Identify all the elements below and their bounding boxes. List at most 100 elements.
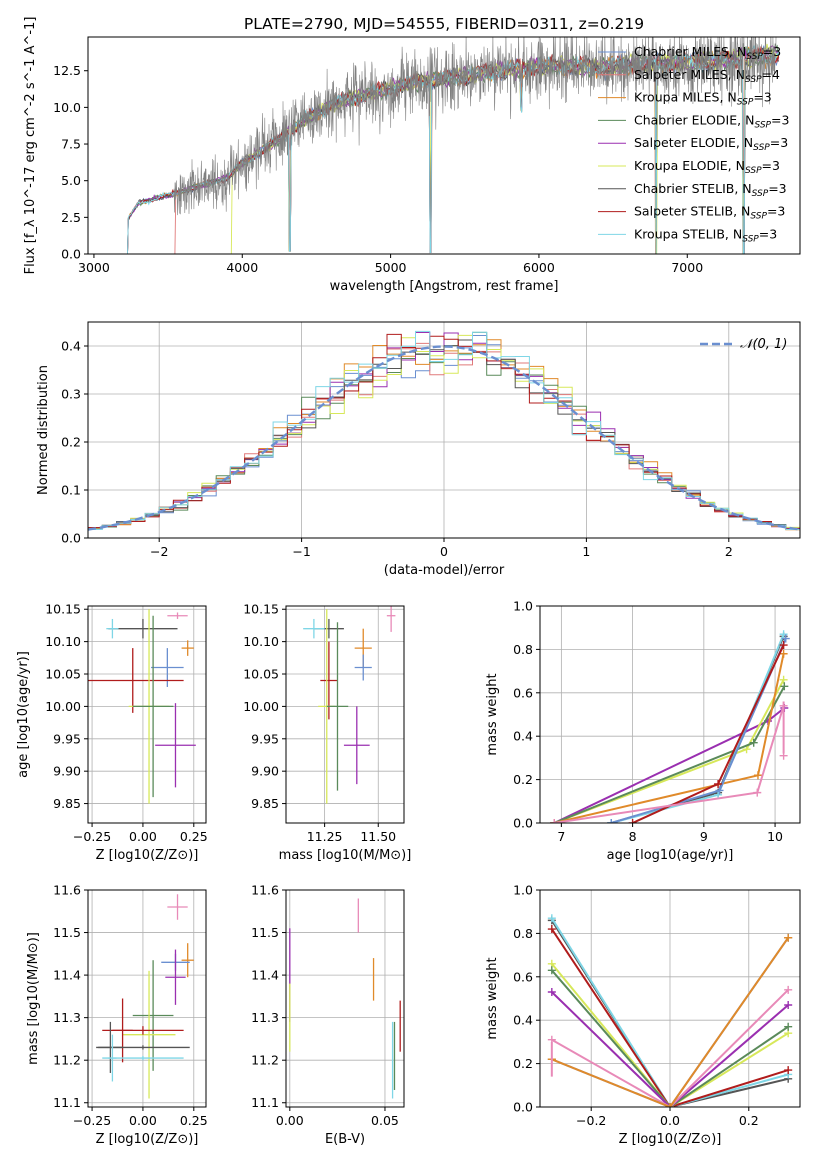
- series-marker: [547, 914, 556, 923]
- series-marker: [784, 1001, 793, 1010]
- axes-frame: [87, 889, 207, 1108]
- plot-area: [550, 630, 790, 823]
- error-bar-point: [165, 949, 186, 1005]
- y-tick-label: 11.6: [251, 883, 279, 898]
- x-tick-label: −0.25: [73, 829, 111, 844]
- x-axis-label: mass [log10(M/M⊙)]: [279, 848, 412, 863]
- axes-frame: [87, 605, 207, 824]
- legend: 𝒩(0, 1): [700, 337, 787, 352]
- y-tick-label: 10.10: [45, 634, 81, 649]
- axes-frame: [87, 36, 801, 255]
- legend-label: Kroupa STELIB, NSSP=3: [634, 226, 777, 244]
- legend-sub: SSP: [742, 234, 759, 244]
- legend-sub: SSP: [746, 52, 763, 62]
- error-bar-point: [343, 706, 370, 785]
- y-tick-label: 7.5: [61, 137, 81, 152]
- legend-tail: =3: [753, 90, 771, 105]
- y-tick-label: 1.0: [513, 883, 533, 898]
- series-marker: [749, 738, 758, 747]
- axes-frame: [285, 605, 405, 824]
- error-bar-point: [155, 703, 196, 788]
- chart-age_vs_Z: −0.25 0.00 0.25 9.85 9.90 9.95 10.00 10.05 10.10…: [16, 602, 208, 863]
- x-tick-label: 0.2: [739, 1113, 759, 1128]
- series-marker: [779, 675, 788, 684]
- plot-area: [289, 898, 401, 1099]
- chart-mass_vs_Z: −0.25 0.00 0.25 11.1 11.2 11.3 11.4 11.5 11.6 Z […: [26, 883, 208, 1148]
- legend-tail: =3: [763, 44, 781, 59]
- x-tick-label: 7000: [671, 260, 703, 275]
- chart-mass_vs_ebv: 0.00 0.05 11.1 11.2 11.3 11.4 11.5 11.6 E(B-V): [251, 883, 405, 1147]
- legend-sub: SSP: [737, 98, 754, 108]
- x-tick-label: 8: [629, 829, 637, 844]
- x-tick-label: 0.05: [371, 1113, 399, 1128]
- legend-tail: =3: [762, 158, 780, 173]
- series-marker: [779, 630, 788, 639]
- error-bar-point: [167, 894, 188, 920]
- x-tick-label: −0.2: [576, 1113, 606, 1128]
- series-marker: [753, 771, 762, 780]
- error-bar-point: [88, 648, 184, 713]
- legend-label: Chabrier MILES, NSSP=3: [634, 44, 781, 62]
- series-marker: [784, 1022, 793, 1031]
- x-axis-label: age [log10(age/yr)]: [607, 848, 734, 863]
- y-tick-label: 10.15: [45, 602, 81, 617]
- x-tick-label: 0.0: [660, 1113, 680, 1128]
- y-tick-label: 0.3: [61, 387, 81, 402]
- y-tick-label: 0.0: [513, 1100, 533, 1115]
- chart-age_vs_mass: 11.25 11.50 9.85 9.90 9.95 10.00 10.05 10.10 10.…: [243, 602, 412, 863]
- y-tick-label: 9.90: [251, 764, 279, 779]
- y-tick-label: 0.6: [513, 685, 533, 700]
- legend-label: Salpeter ELODIE, NSSP=3: [634, 135, 788, 153]
- y-tick-label: 0.2: [61, 435, 81, 450]
- y-tick-label: 0.4: [513, 1013, 533, 1028]
- weight-series: [547, 966, 793, 1107]
- error-bar-point: [96, 1045, 190, 1050]
- y-tick-label: 9.85: [251, 796, 279, 811]
- y-tick-label: 0.0: [513, 816, 533, 831]
- y-tick-label: 0.8: [513, 642, 533, 657]
- y-tick-label: 11.5: [53, 925, 81, 940]
- error-bar-point: [102, 1026, 184, 1035]
- normal-curve: [88, 345, 800, 531]
- x-tick-label: 0: [440, 544, 448, 559]
- series-marker: [714, 790, 723, 799]
- legend-tail: =3: [770, 135, 788, 150]
- y-tick-label: 11.3: [53, 1010, 81, 1025]
- legend-sub: SSP: [745, 75, 762, 85]
- legend-label: Chabrier ELODIE, NSSP=3: [634, 112, 789, 130]
- legend-label: Chabrier STELIB, NSSP=3: [634, 181, 787, 199]
- y-tick-label: 0.2: [513, 772, 533, 787]
- series-marker: [547, 987, 556, 996]
- pink-error-bar: [779, 701, 788, 760]
- y-tick-label: 11.5: [251, 925, 279, 940]
- x-tick-label: 0.00: [276, 1113, 304, 1128]
- x-tick-label: 3000: [78, 260, 110, 275]
- series-line: [551, 991, 789, 1107]
- residual-histogram: [88, 334, 800, 529]
- plot-area: [547, 914, 793, 1107]
- y-tick-label: 0.0: [61, 247, 81, 262]
- series-marker: [547, 966, 556, 975]
- series-line: [553, 679, 785, 823]
- x-axis-label: E(B-V): [325, 1132, 365, 1147]
- y-tick-label: 10.00: [45, 699, 81, 714]
- y-tick-label: 11.1: [53, 1095, 81, 1110]
- error-bar-point: [108, 618, 178, 639]
- y-tick-label: 11.2: [53, 1053, 81, 1068]
- legend-label: Salpeter STELIB, NSSP=3: [634, 204, 785, 222]
- series-marker: [781, 634, 790, 643]
- x-tick-label: 11.50: [360, 829, 396, 844]
- y-tick-label: 10.15: [243, 602, 279, 617]
- y-tick-label: 10.00: [243, 699, 279, 714]
- x-tick-label: 0.00: [129, 829, 157, 844]
- error-bar-point: [122, 970, 176, 1099]
- y-tick-label: 1.0: [513, 599, 533, 614]
- legend-sub: SSP: [753, 143, 770, 153]
- x-axis-label: Z [log10(Z/Z⊙)]: [96, 1132, 199, 1147]
- x-tick-label: 10: [767, 829, 783, 844]
- data-spectrum-line: [173, 37, 777, 216]
- series-marker: [715, 786, 724, 795]
- legend-tail: =3: [768, 181, 786, 196]
- legend-label: Salpeter MILES, NSSP=4: [634, 67, 780, 85]
- x-tick-label: 9: [700, 829, 708, 844]
